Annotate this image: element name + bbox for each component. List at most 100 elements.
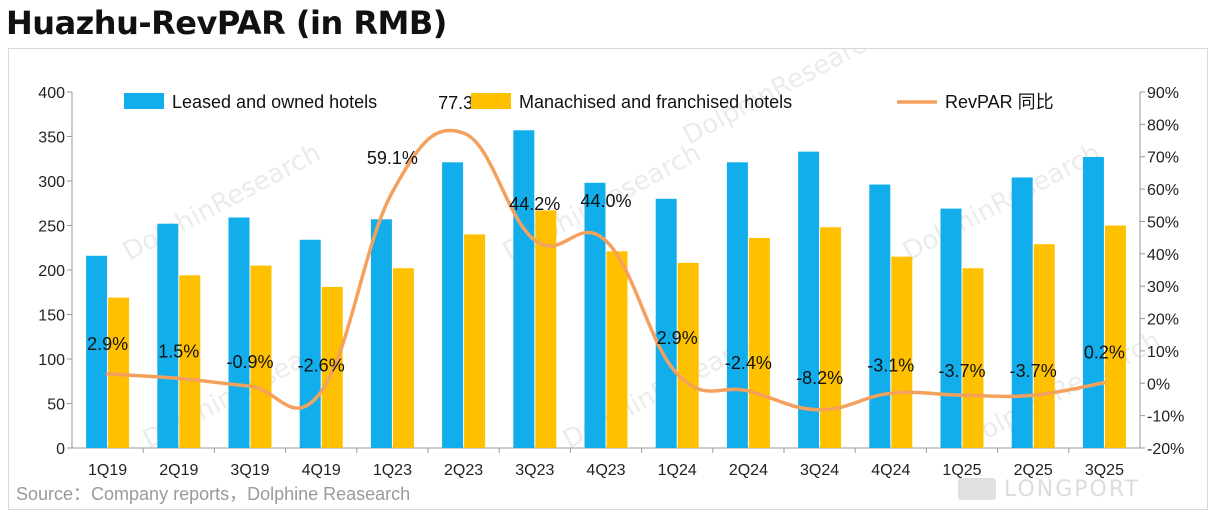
y-right-tick-label: 60% xyxy=(1147,182,1179,199)
bar-manachised-franchised xyxy=(962,268,984,448)
revpar-yoy-point xyxy=(390,190,394,194)
x-tick-label: 1Q24 xyxy=(658,462,697,479)
bar-leased-owned xyxy=(940,208,962,448)
x-tick-label: 3Q23 xyxy=(515,462,554,479)
revpar-yoy-data-label: 59.1% xyxy=(367,148,418,168)
revpar-yoy-point xyxy=(604,239,608,243)
x-tick-label: 4Q19 xyxy=(302,462,341,479)
legend-label-leased: Leased and owned hotels xyxy=(172,92,377,112)
revpar-yoy-point xyxy=(960,393,964,397)
revpar-yoy-point xyxy=(319,390,323,394)
y-right-tick-label: 20% xyxy=(1147,312,1179,329)
bar-manachised-franchised xyxy=(606,251,628,448)
bar-leased-owned xyxy=(655,198,677,448)
bar-manachised-franchised xyxy=(179,275,201,448)
bar-manachised-franchised xyxy=(250,265,272,448)
data-labels-layer: 2.9% 1.5%-0.9% -2.6%59.1%77.3%44.2% 44.0%2.… xyxy=(87,93,1125,388)
bar-manachised-franchised xyxy=(820,227,842,448)
bar-manachised-franchised xyxy=(891,256,913,448)
longport-logo: LONGPORT xyxy=(958,474,1198,504)
y-left-tick-label: 200 xyxy=(38,263,65,280)
legend-label-revpar: RevPAR 同比 xyxy=(945,92,1054,112)
legend-swatch-leased xyxy=(124,93,164,109)
bar-manachised-franchised xyxy=(1033,244,1055,448)
bar-leased-owned xyxy=(228,217,250,448)
y-right-tick-label: -10% xyxy=(1147,409,1184,426)
bar-leased-owned xyxy=(513,130,535,448)
bar-leased-owned xyxy=(442,162,464,448)
revpar-yoy-point xyxy=(106,372,110,376)
revpar-yoy-data-label: -3.7% xyxy=(938,361,985,381)
bar-leased-owned xyxy=(1011,177,1033,448)
bar-leased-owned xyxy=(584,182,606,448)
legend-swatch-franchised xyxy=(471,93,511,109)
revpar-chart: DolphinResearch DolphinResearchDolphinRes… xyxy=(38,49,1184,479)
y-right-tick-label: 80% xyxy=(1147,117,1179,134)
y-left-tick-label: 0 xyxy=(56,441,65,458)
x-tick-label: 3Q24 xyxy=(800,462,839,479)
bar-leased-owned xyxy=(869,184,891,448)
bar-manachised-franchised xyxy=(464,234,486,448)
revpar-yoy-data-label: -2.4% xyxy=(725,353,772,373)
revpar-yoy-data-label: -3.1% xyxy=(867,355,914,375)
revpar-yoy-data-label: 0.2% xyxy=(1084,343,1125,363)
revpar-yoy-point xyxy=(177,376,181,380)
axes-layer: 0 50 100 150 200 250 300 350 400 -20% -10% 0% 10% 20%… xyxy=(38,85,1184,479)
revpar-yoy-point xyxy=(248,384,252,388)
bar-leased-owned xyxy=(726,162,748,448)
bar-manachised-franchised xyxy=(535,210,557,448)
revpar-yoy-data-label: -3.7% xyxy=(1010,361,1057,381)
bar-leased-owned xyxy=(1082,156,1104,448)
y-right-tick-label: 50% xyxy=(1147,214,1179,231)
x-tick-label: 3Q19 xyxy=(230,462,269,479)
revpar-yoy-data-label: -2.6% xyxy=(298,356,345,376)
revpar-yoy-line xyxy=(105,128,1107,412)
y-right-tick-label: 30% xyxy=(1147,279,1179,296)
y-left-tick-label: 250 xyxy=(38,219,65,236)
revpar-yoy-point xyxy=(889,391,893,395)
y-right-tick-label: 40% xyxy=(1147,247,1179,264)
y-left-tick-label: 400 xyxy=(38,85,65,102)
y-left-tick-label: 350 xyxy=(38,130,65,147)
y-left-tick-label: 100 xyxy=(38,352,65,369)
longport-logo-icon xyxy=(958,478,996,500)
revpar-yoy-point xyxy=(1102,381,1106,385)
x-tick-label: 2Q24 xyxy=(729,462,768,479)
y-right-tick-label: 0% xyxy=(1147,376,1170,393)
x-tick-label: 2Q19 xyxy=(159,462,198,479)
y-left-tick-label: 300 xyxy=(38,174,65,191)
revpar-yoy-data-label: 2.9% xyxy=(87,334,128,354)
x-tick-label: 2Q25 xyxy=(1014,462,1053,479)
revpar-yoy-point xyxy=(746,389,750,393)
bar-manachised-franchised xyxy=(1104,225,1126,448)
y-left-tick-label: 50 xyxy=(47,397,65,414)
chart-frame: DolphinResearch DolphinResearch DolphinRes… xyxy=(8,48,1208,510)
y-right-tick-label: 90% xyxy=(1147,85,1179,102)
revpar-yoy-data-label: 44.2% xyxy=(509,194,560,214)
bar-leased-owned xyxy=(86,255,108,448)
revpar-yoy-point xyxy=(1031,393,1035,397)
revpar-yoy-point xyxy=(675,372,679,376)
x-tick-label: 3Q25 xyxy=(1085,462,1124,479)
bar-manachised-franchised xyxy=(392,268,414,448)
revpar-yoy-point xyxy=(462,131,466,135)
revpar-yoy-point xyxy=(533,238,537,242)
bar-leased-owned xyxy=(370,219,392,448)
revpar-yoy-data-label: 2.9% xyxy=(657,328,698,348)
bar-leased-owned xyxy=(157,223,179,448)
bar-leased-owned xyxy=(798,151,820,448)
source-text: Source：Company reports，Dolphine Reasearc… xyxy=(16,484,411,504)
x-tick-label: 1Q19 xyxy=(88,462,127,479)
source-note: Source：Company reports，Dolphine Reasearc… xyxy=(16,480,410,506)
bar-manachised-franchised xyxy=(321,286,343,448)
y-right-tick-label: 70% xyxy=(1147,150,1179,167)
line-layer xyxy=(105,128,1107,412)
revpar-yoy-data-label: 44.0% xyxy=(580,191,631,211)
x-tick-label: 1Q23 xyxy=(373,462,412,479)
watermark-text: DolphinResearch xyxy=(118,138,326,267)
y-right-tick-label: -20% xyxy=(1147,441,1184,458)
legend-label-franchised: Manachised and franchised hotels xyxy=(519,92,792,112)
x-tick-label: 4Q23 xyxy=(586,462,625,479)
bar-manachised-franchised xyxy=(748,237,770,448)
bar-manachised-franchised xyxy=(677,262,699,448)
